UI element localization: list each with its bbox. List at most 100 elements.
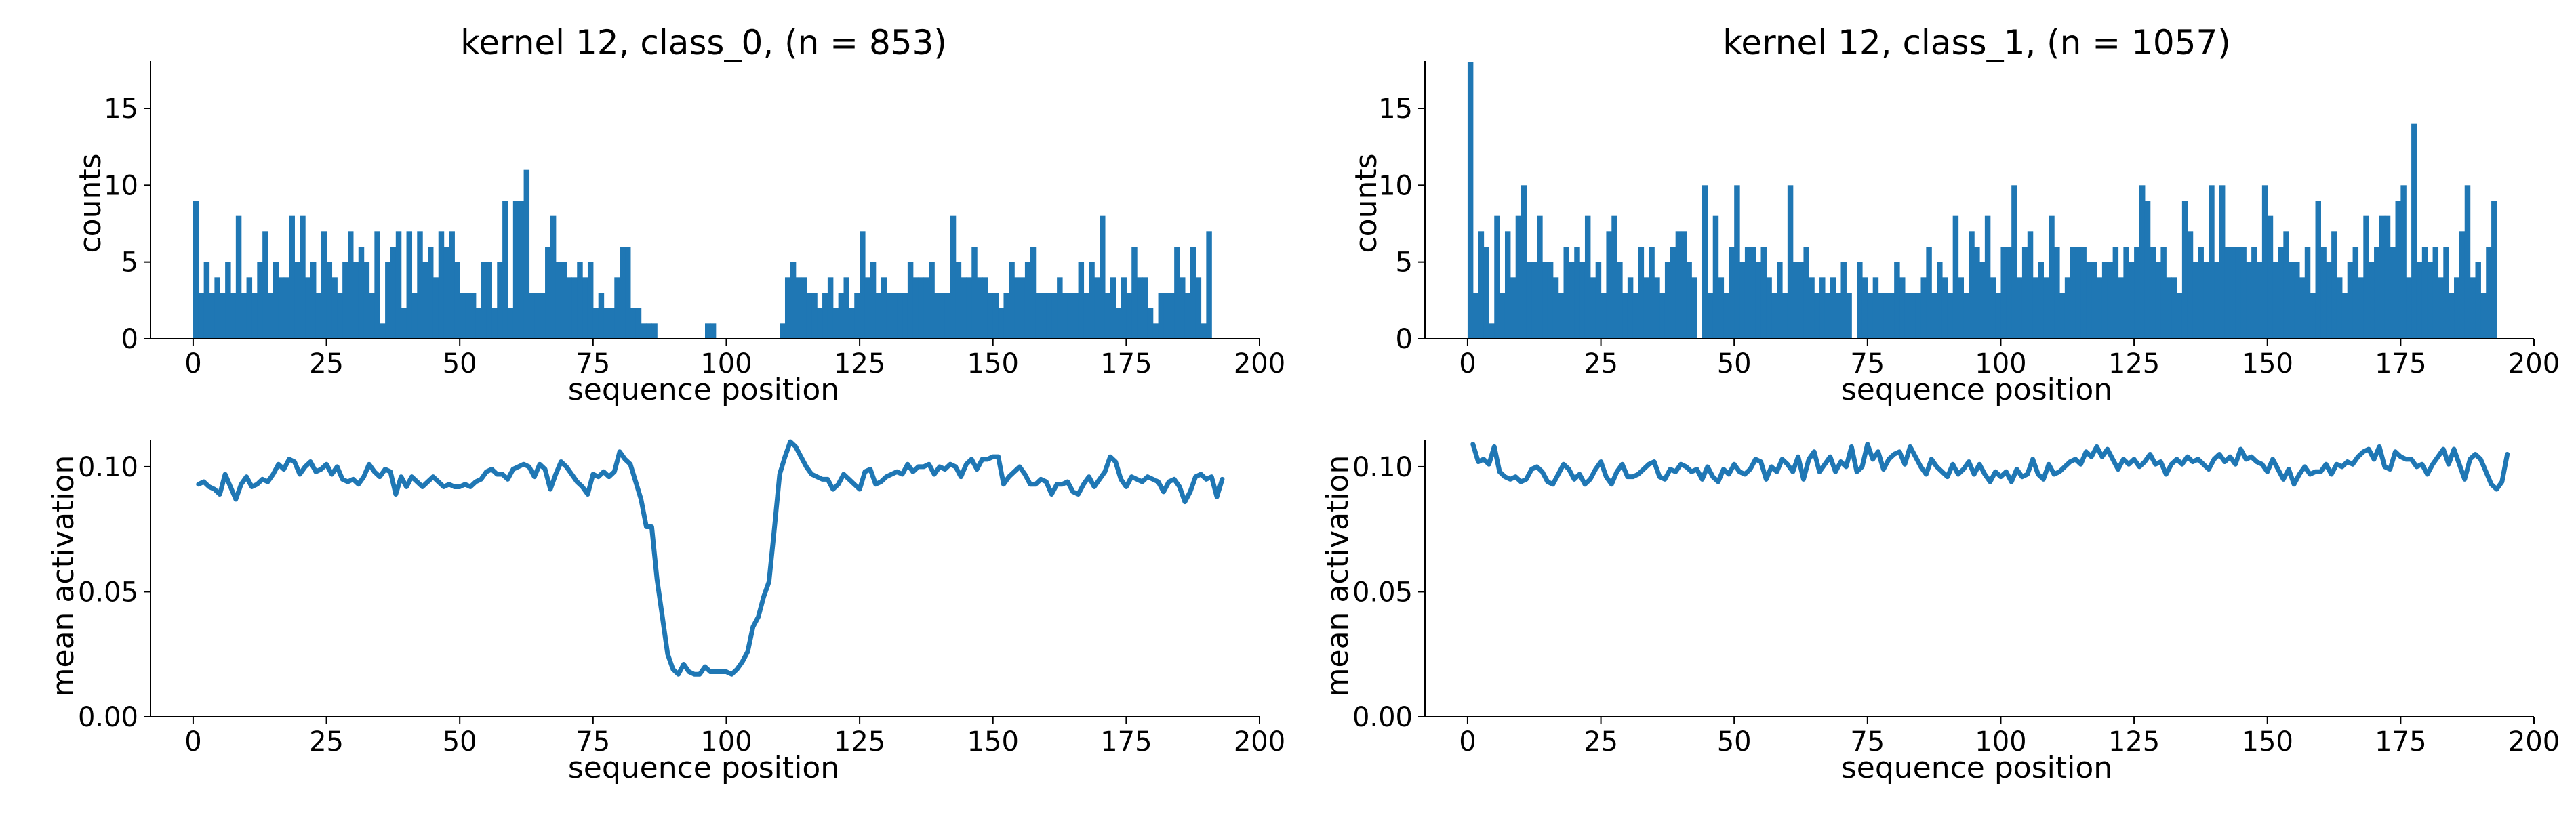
bar — [843, 277, 849, 339]
bar — [934, 293, 940, 339]
bar — [1931, 293, 1937, 339]
bar — [1840, 262, 1847, 339]
bar — [614, 277, 620, 339]
bar — [1126, 293, 1132, 339]
bar — [1163, 293, 1169, 339]
bar — [406, 231, 413, 339]
bar — [1718, 277, 1725, 339]
bar — [550, 215, 557, 339]
x-tick-label: 25 — [309, 726, 344, 757]
bar — [2304, 247, 2311, 339]
bar — [2059, 293, 2066, 339]
bar — [2379, 215, 2386, 339]
bar — [2289, 262, 2295, 339]
bar — [545, 247, 551, 339]
bar — [529, 293, 535, 339]
x-axis-label: sequence position — [568, 751, 839, 785]
bar — [555, 262, 562, 339]
bar — [1115, 308, 1122, 339]
bar — [2443, 247, 2449, 339]
bar — [795, 277, 802, 339]
x-tick-label: 200 — [1234, 348, 1285, 379]
bar — [2097, 277, 2103, 339]
y-tick-label: 15 — [104, 93, 138, 125]
x-tick-label: 150 — [2242, 726, 2293, 757]
bar — [955, 262, 962, 339]
bar — [432, 277, 439, 339]
bar — [923, 277, 929, 339]
x-tick-label: 200 — [2508, 726, 2560, 757]
bar — [540, 293, 546, 339]
bar — [1180, 277, 1186, 339]
bar — [1201, 323, 1207, 339]
bar — [1632, 293, 1639, 339]
bar — [2177, 293, 2183, 339]
bar — [2011, 185, 2017, 339]
bar — [1617, 262, 1623, 339]
bar — [428, 247, 434, 339]
bar — [2160, 247, 2167, 339]
y-axis-label: counts — [73, 153, 108, 253]
bar — [481, 262, 487, 339]
bar — [1755, 262, 1762, 339]
bar — [225, 262, 231, 339]
bar — [940, 293, 946, 339]
bar — [1542, 262, 1548, 339]
bar — [2395, 201, 2401, 339]
bar — [1899, 277, 1906, 339]
bar — [2091, 262, 2097, 339]
panel-class1-histogram: kernel 12, class_1, (n = 1057) counts se… — [1349, 23, 2560, 407]
bar — [300, 215, 306, 339]
bar — [1760, 247, 1767, 339]
bar — [1904, 293, 1911, 339]
bar — [1206, 231, 1212, 339]
bar — [2449, 293, 2455, 339]
bar — [1894, 262, 1900, 339]
bar — [315, 293, 322, 339]
bar — [1766, 277, 1772, 339]
bar — [881, 277, 887, 339]
bar — [838, 293, 845, 339]
bar — [827, 277, 834, 339]
axes: 0 25 50 75 100 125 150 175 200 0 5 10 15 — [1378, 61, 2560, 379]
bar — [209, 293, 215, 339]
bar — [1041, 293, 1047, 339]
bar — [214, 277, 220, 339]
bar — [891, 293, 898, 339]
bar — [944, 293, 951, 339]
bar — [326, 262, 333, 339]
bar — [1190, 247, 1196, 339]
bar — [2219, 185, 2226, 339]
bar — [193, 201, 199, 339]
bar — [1627, 277, 1634, 339]
bar — [912, 277, 919, 339]
bar — [278, 277, 285, 339]
bar — [1094, 277, 1100, 339]
bar — [369, 293, 375, 339]
bar — [2341, 293, 2348, 339]
bar — [603, 308, 610, 339]
bar — [1777, 262, 1783, 339]
bar — [598, 293, 605, 339]
bar — [2283, 231, 2289, 339]
bar — [502, 201, 508, 339]
bar — [1643, 277, 1649, 339]
bar — [1782, 293, 1788, 339]
x-tick-label: 150 — [2242, 348, 2293, 379]
bar — [1963, 293, 1969, 339]
bar — [2416, 262, 2423, 339]
bar — [1814, 293, 1820, 339]
bar — [2166, 277, 2172, 339]
bar — [2411, 123, 2417, 339]
bar — [1958, 277, 1965, 339]
bar — [1526, 262, 1532, 339]
bar — [977, 277, 983, 339]
bar — [2261, 185, 2268, 339]
bar — [348, 231, 354, 339]
bar — [470, 293, 477, 339]
x-tick-label: 150 — [967, 726, 1019, 757]
bar — [1595, 262, 1602, 339]
bar — [2240, 247, 2247, 339]
y-tick-label: 0 — [121, 324, 138, 355]
